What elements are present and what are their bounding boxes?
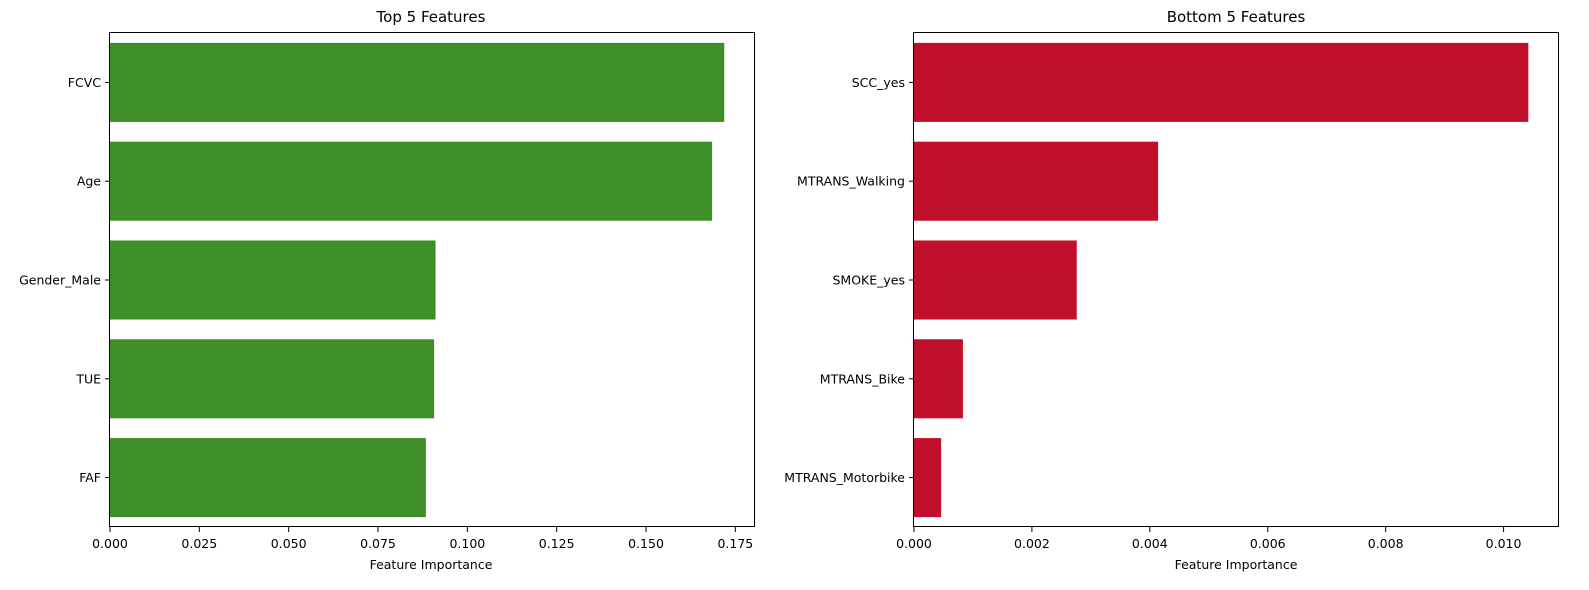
x-tick-label: 0.100 — [449, 536, 485, 551]
bar-tue — [110, 339, 435, 419]
bar-mtrans-motorbike — [914, 438, 942, 518]
chart-title: Bottom 5 Features — [1167, 8, 1306, 26]
x-axis-label: Feature Importance — [1175, 557, 1298, 572]
x-tick-label: 0.025 — [181, 536, 217, 551]
bar-mtrans-bike — [914, 339, 963, 419]
x-axis-label: Feature Importance — [370, 557, 493, 572]
y-tick-label: MTRANS_Bike — [820, 371, 906, 386]
x-tick-label: 0.006 — [1250, 536, 1286, 551]
plot-frame — [109, 32, 755, 527]
x-tick-label: 0.175 — [717, 536, 753, 551]
x-tick-label: 0.150 — [628, 536, 664, 551]
y-tick-label: MTRANS_Motorbike — [784, 470, 905, 485]
bar-fcvc — [110, 42, 725, 122]
y-tick-label: SCC_yes — [852, 75, 905, 90]
bar-scc-yes — [914, 42, 1529, 122]
plot-frame — [913, 32, 1559, 527]
bars-group — [914, 42, 1529, 518]
x-tick-label: 0.002 — [1014, 536, 1050, 551]
chart-bottom-features: Bottom 5 Features SCC_yesMTRANS_WalkingS… — [784, 8, 1559, 572]
y-tick-label: TUE — [75, 371, 101, 386]
chart-top-features: Top 5 Features FCVCAgeGender_MaleTUEFAF … — [19, 8, 755, 572]
y-ticks: FCVC Age Gender_Male TUE FAF — [19, 75, 110, 485]
x-tick-label: 0.010 — [1486, 536, 1522, 551]
bar-gender-male — [110, 240, 436, 320]
x-ticks: 0.000 0.002 0.004 0.006 0.008 0.010 — [896, 527, 1522, 551]
bar-faf — [110, 438, 426, 518]
chart-title: Top 5 Features — [376, 8, 486, 26]
y-tick-label: Gender_Male — [19, 273, 101, 288]
bar-age — [110, 141, 713, 221]
x-ticks: 0.000 0.025 0.050 0.075 0.100 0.125 0.150 0.175 — [92, 527, 753, 551]
y-tick-label: SMOKE_yes — [832, 273, 905, 288]
y-tick-label: Age — [77, 174, 101, 189]
y-tick-label: MTRANS_Walking — [797, 174, 905, 189]
x-tick-label: 0.050 — [271, 536, 307, 551]
bar-smoke-yes — [914, 240, 1077, 320]
x-tick-label: 0.075 — [360, 536, 396, 551]
x-tick-label: 0.000 — [92, 536, 128, 551]
x-tick-label: 0.125 — [539, 536, 575, 551]
y-ticks: SCC_yes MTRANS_Walking SMOKE_yes MTRANS_Bik… — [784, 75, 914, 485]
y-tick-label: FCVC — [68, 75, 101, 90]
y-tick-label: FAF — [79, 470, 101, 485]
x-tick-label: 0.008 — [1368, 536, 1404, 551]
bars-group — [110, 42, 725, 518]
bar-mtrans-walking — [914, 141, 1159, 221]
x-tick-label: 0.000 — [896, 536, 932, 551]
x-tick-label: 0.004 — [1132, 536, 1168, 551]
